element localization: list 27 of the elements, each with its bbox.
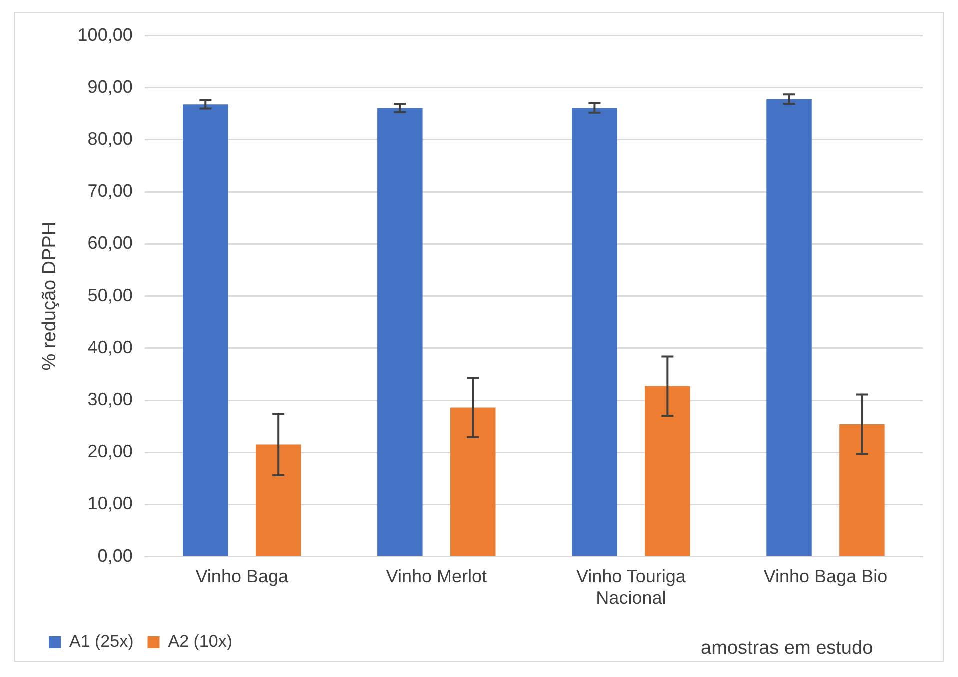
legend-label: A1 (25x) — [70, 632, 134, 652]
x-tick-label: Vinho Baga — [196, 566, 290, 587]
y-tick-label: 20,00 — [88, 442, 133, 462]
x-axis-title: amostras em estudo — [701, 638, 874, 660]
y-tick-label: 30,00 — [88, 389, 133, 410]
legend-label: A2 (10x) — [168, 632, 232, 652]
y-tick-label: 100,00 — [78, 24, 133, 45]
bar — [183, 104, 228, 556]
y-tick-label: 40,00 — [88, 337, 133, 358]
x-tick-label: Vinho Touriga Nacional — [576, 566, 687, 608]
bar — [840, 424, 885, 556]
bar — [645, 386, 690, 556]
x-tick-label: Vinho Baga Bio — [764, 566, 888, 587]
bar — [572, 108, 618, 556]
y-tick-label: 10,00 — [88, 494, 133, 514]
y-axis-title: % redução DPPH — [40, 222, 61, 371]
y-tick-label: 80,00 — [88, 128, 133, 149]
bar — [256, 444, 302, 556]
bar — [450, 408, 496, 556]
y-tick-label: 90,00 — [88, 76, 133, 97]
bar — [378, 108, 423, 556]
y-tick-label: 60,00 — [88, 233, 133, 254]
bar — [766, 99, 812, 556]
y-tick-label: 50,00 — [88, 285, 133, 306]
y-tick-label: 0,00 — [98, 546, 133, 566]
y-tick-label: 70,00 — [88, 181, 133, 202]
x-tick-label: Vinho Merlot — [386, 566, 488, 587]
